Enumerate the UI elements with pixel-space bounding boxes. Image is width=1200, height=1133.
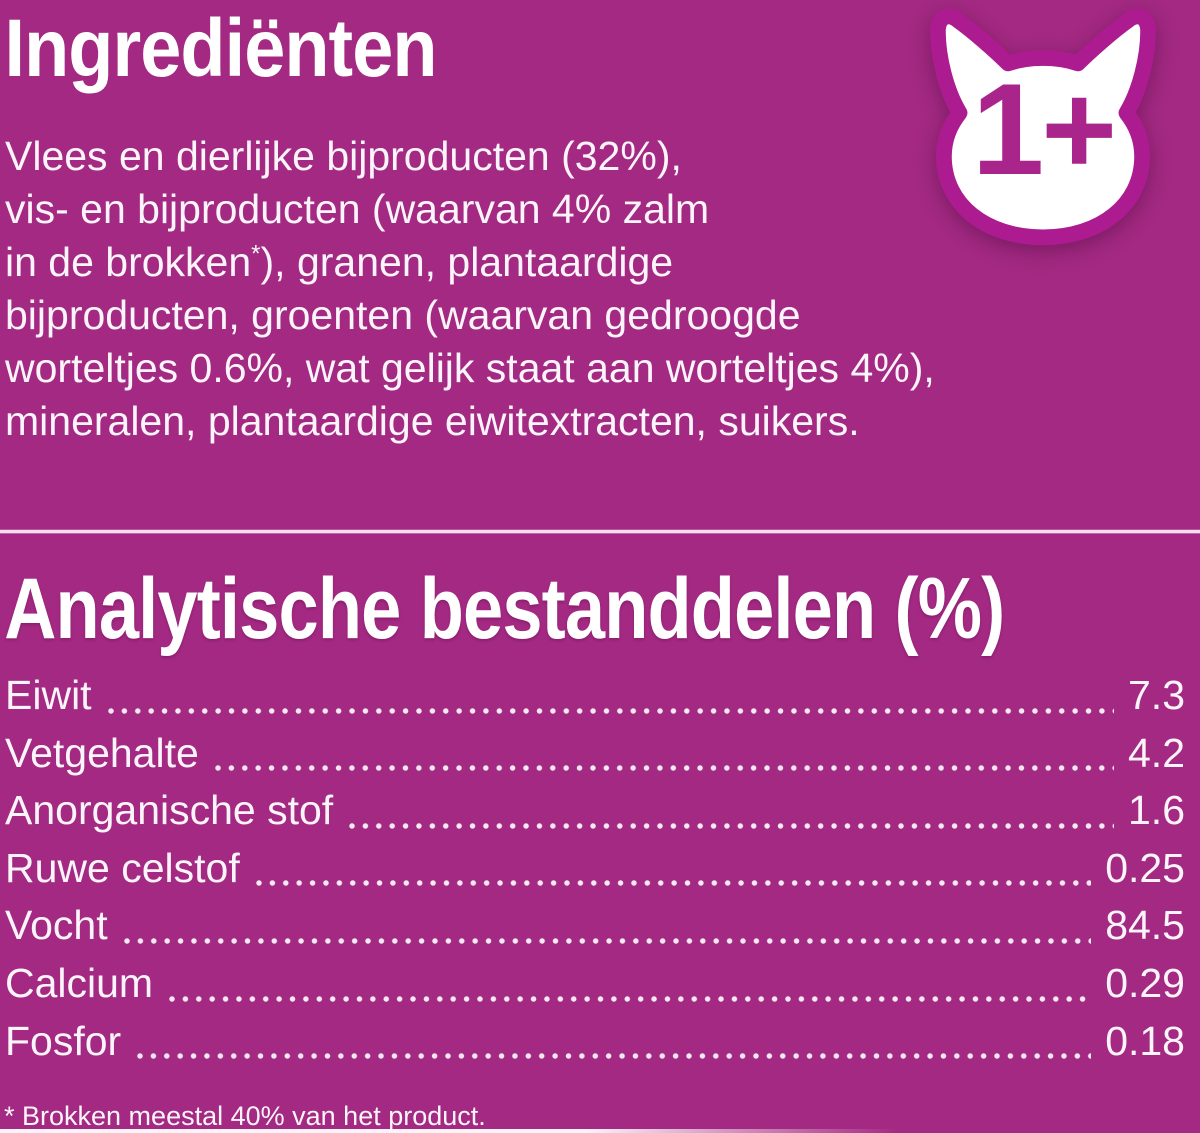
row-value: 1.6: [1128, 787, 1185, 834]
ingredient-line: worteltjes 0.6%, wat gelijk staat aan wo…: [5, 345, 935, 391]
dotted-leader: [123, 937, 1092, 944]
row-value: 0.18: [1105, 1017, 1185, 1064]
bottom-edge-highlight: [0, 1129, 900, 1133]
dotted-leader: [255, 880, 1092, 887]
dotted-leader: [137, 1053, 1092, 1060]
row-label: Anorganische stof: [5, 787, 334, 834]
row-label: Vocht: [5, 902, 108, 949]
dotted-leader: [169, 995, 1092, 1002]
table-row: Anorganische stof 1.6: [5, 782, 1185, 840]
table-row: Calcium 0.29: [5, 955, 1185, 1013]
table-row: Vetgehalte 4.2: [5, 725, 1185, 783]
ingredients-text: Vlees en dierlijke bijproducten (32%), vi…: [0, 130, 1200, 448]
age-badge-label: 1+: [971, 56, 1117, 202]
row-label: Fosfor: [5, 1017, 122, 1064]
table-row: Vocht 84.5: [5, 897, 1185, 955]
ingredient-line: Vlees en dierlijke bijproducten (32%),: [5, 133, 682, 179]
asterisk-superscript: *: [251, 240, 261, 268]
age-badge: 1+: [898, 4, 1188, 246]
dotted-leader: [214, 765, 1114, 772]
row-label: Calcium: [5, 959, 154, 1006]
dotted-leader: [349, 822, 1114, 829]
table-row: Eiwit 7.3: [5, 667, 1185, 725]
row-value: 0.25: [1105, 844, 1185, 891]
ingredient-line: in de brokken*), granen, plantaardige: [5, 239, 674, 285]
ingredients-title: Ingrediënten: [4, 3, 438, 94]
ingredient-line: vis- en bijproducten (waarvan 4% zalm: [5, 186, 710, 232]
row-value: 0.29: [1105, 959, 1185, 1006]
dotted-leader: [107, 707, 1114, 714]
row-label: Ruwe celstof: [5, 844, 240, 891]
table-row: Ruwe celstof 0.25: [5, 840, 1185, 898]
row-value: 4.2: [1128, 729, 1185, 776]
analytical-table: Eiwit 7.3 Vetgehalte 4.2 Anorganische st…: [0, 667, 1200, 1070]
ingredient-line: mineralen, plantaardige eiwitextracten, …: [5, 398, 860, 444]
ingredient-line: bijproducten, groenten (waarvan gedroogd…: [5, 292, 801, 338]
row-value: 84.5: [1105, 902, 1185, 949]
table-row: Fosfor 0.18: [5, 1013, 1185, 1071]
row-label: Eiwit: [5, 672, 92, 718]
cat-head-icon: [930, 8, 1156, 246]
footnote-text: * Brokken meestal 40% van het product.: [4, 1101, 486, 1132]
analytical-title: Analytische bestanddelen (%): [4, 561, 1005, 657]
row-label: Vetgehalte: [5, 729, 199, 776]
section-divider: [0, 530, 1200, 533]
row-value: 7.3: [1128, 672, 1185, 718]
